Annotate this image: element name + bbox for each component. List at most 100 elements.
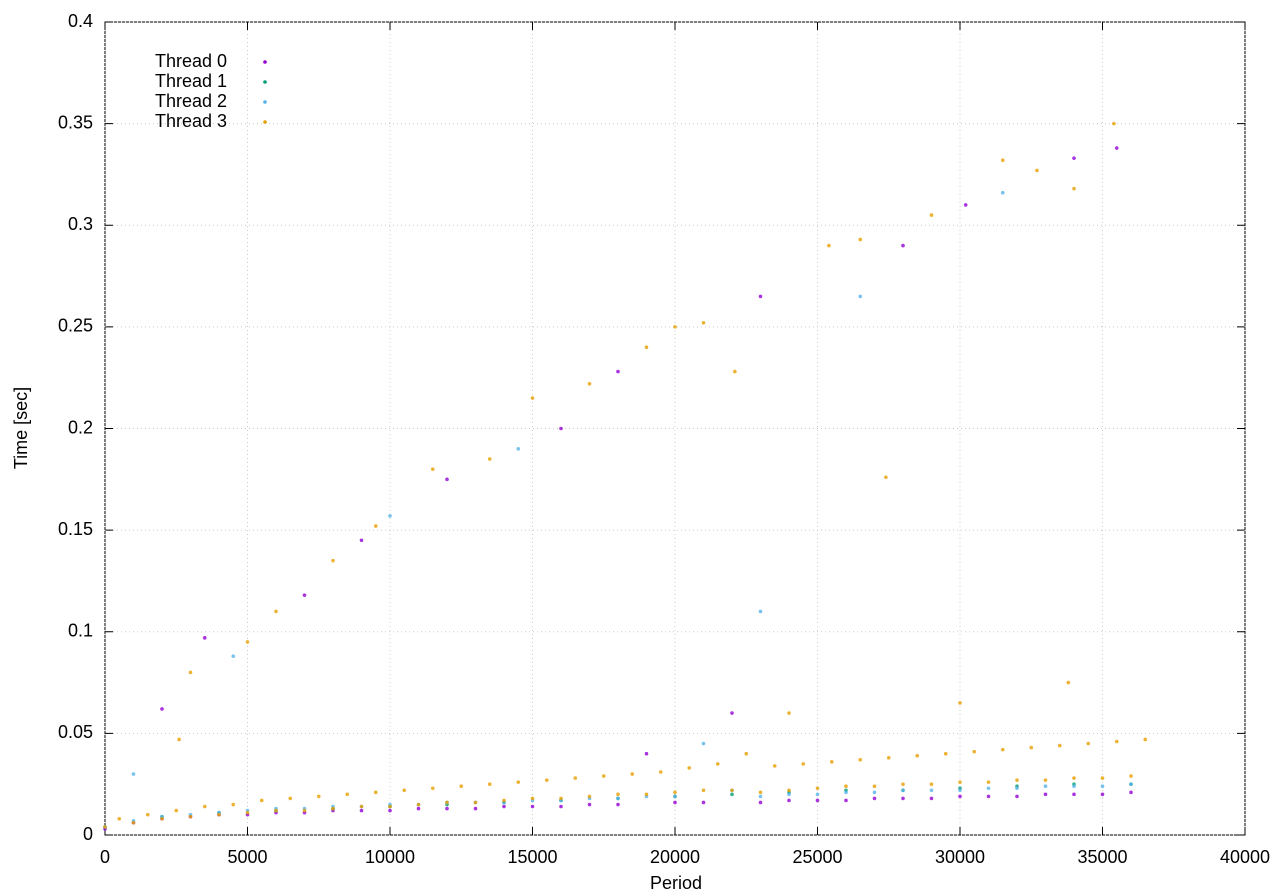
point [1015,794,1019,799]
point [1129,790,1133,795]
point [1057,743,1062,748]
point [1072,784,1076,789]
legend-marker [263,100,267,104]
point [160,707,164,711]
point [559,426,563,431]
point [963,203,968,207]
point [673,325,677,329]
point [202,636,207,640]
point [644,345,649,350]
point [958,794,962,799]
point [872,784,877,789]
point [359,538,364,543]
point [758,794,763,799]
point [416,802,421,807]
point [359,804,364,809]
point [744,751,749,756]
point [787,798,791,803]
point [274,808,278,813]
point [245,810,250,815]
point [986,786,991,791]
point [616,796,620,801]
point [573,776,578,780]
x-tick-label: 10000 [365,847,415,867]
point [1112,121,1116,126]
point [559,804,563,809]
point [644,792,649,797]
point [530,396,535,400]
point [901,782,905,786]
point [701,321,706,325]
point [673,800,677,805]
x-axis-label: Period [650,873,702,893]
point [801,762,806,766]
y-tick-label: 0.15 [58,519,93,539]
point [1015,778,1019,782]
y-axis-label: Time [sec] [11,387,31,469]
point [359,808,364,813]
point [117,816,122,821]
point [772,764,777,768]
point [630,772,635,776]
point [1114,146,1119,150]
point [787,792,791,797]
point [259,798,264,803]
point [901,796,905,801]
point [958,780,962,784]
point [131,821,136,825]
point [815,798,820,803]
point [530,796,535,801]
point [1072,776,1076,780]
point [559,796,563,801]
point [730,711,734,715]
point [658,770,663,774]
point [858,757,863,762]
point [986,780,991,784]
point [487,782,492,786]
point [886,755,891,760]
point [616,369,620,374]
point [701,800,706,805]
point [787,711,791,715]
point [1072,792,1076,797]
point [829,760,834,764]
point [1000,158,1005,163]
point [758,800,763,805]
point [787,788,791,793]
point [901,243,905,248]
point [274,609,278,614]
point [701,788,706,793]
point [730,788,734,793]
point [587,802,592,807]
point [373,790,378,795]
point [827,243,831,248]
legend-label: Thread 3 [155,111,227,131]
point [430,467,435,471]
point [177,737,181,742]
point [544,778,549,782]
point [858,294,863,299]
point [929,788,934,793]
point [958,701,962,705]
point [245,640,250,644]
point [943,751,948,756]
legend-label: Thread 2 [155,91,227,111]
point [616,792,620,797]
point [587,381,592,386]
x-tick-label: 0 [100,847,110,867]
point [616,802,620,807]
x-tick-label: 25000 [792,847,842,867]
point [430,786,435,791]
point [331,558,335,563]
y-tick-label: 0.1 [68,621,93,641]
point [673,794,677,799]
point [231,802,236,807]
point [644,751,649,756]
point [1072,186,1076,191]
point [1066,680,1071,685]
point [459,784,464,789]
y-tick-label: 0.3 [68,214,93,234]
x-tick-label: 30000 [935,847,985,867]
point [815,786,820,791]
